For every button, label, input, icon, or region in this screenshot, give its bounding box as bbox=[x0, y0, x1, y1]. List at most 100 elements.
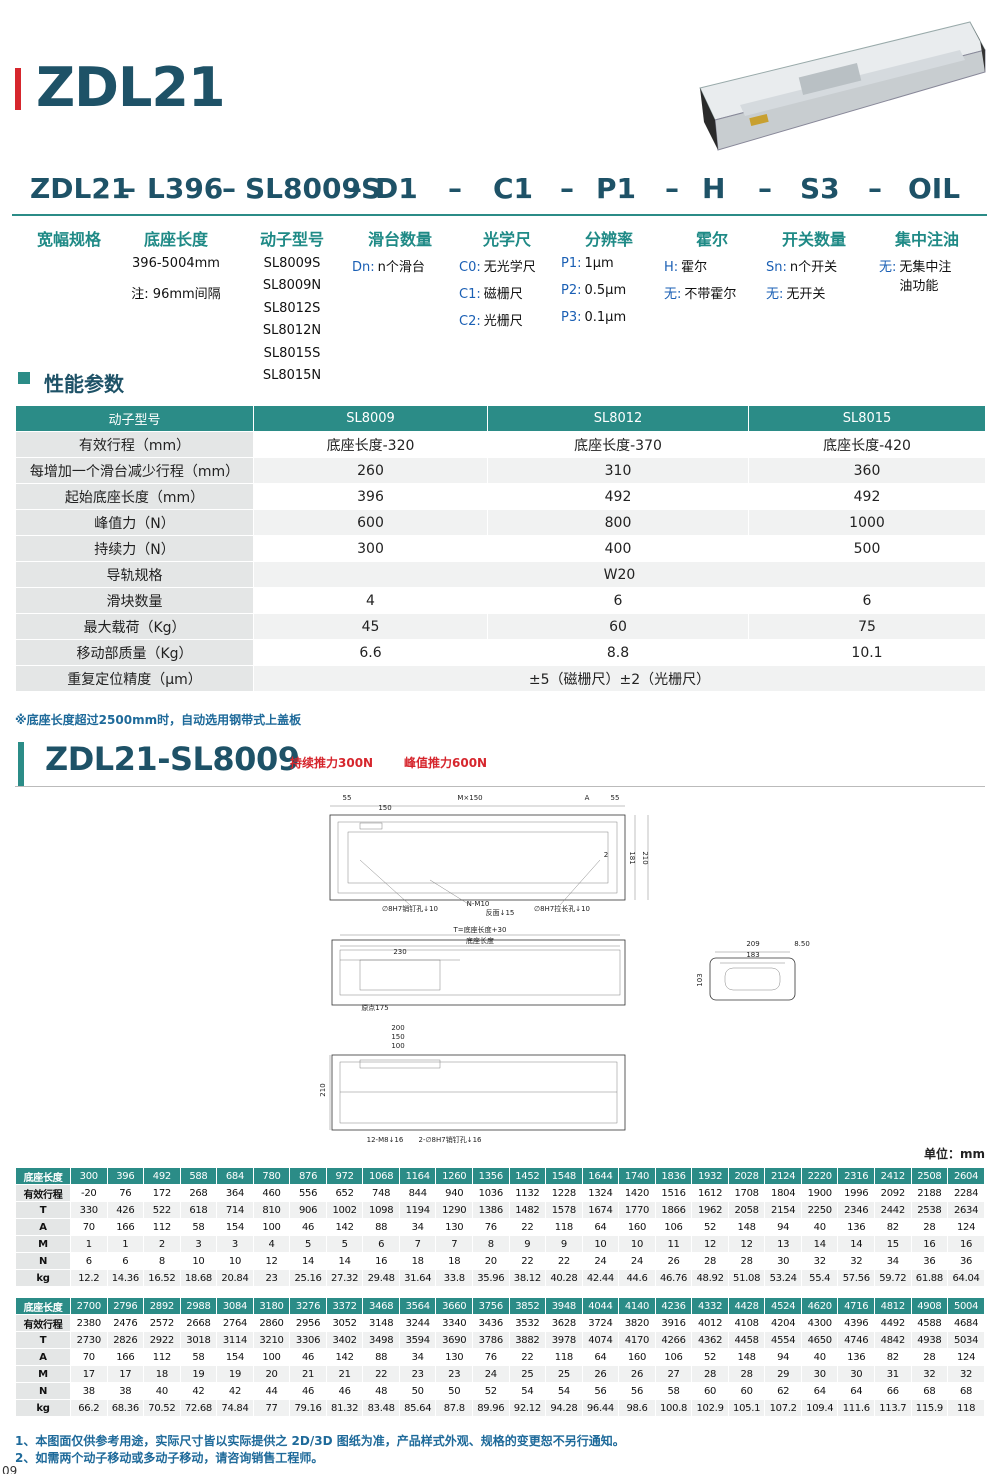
table-cell: 2764 bbox=[216, 1314, 254, 1332]
table-cell: 310 bbox=[487, 457, 749, 484]
option-text: 0.5μm bbox=[584, 283, 627, 298]
table-cell: 72.68 bbox=[179, 1399, 218, 1417]
table-cell: 3018 bbox=[179, 1331, 218, 1349]
option-code: C2: bbox=[459, 314, 481, 329]
peak-force: 峰值推力600N bbox=[404, 756, 488, 770]
row-label: 有效行程（mm） bbox=[15, 431, 254, 458]
table-cell: 10 bbox=[179, 1252, 218, 1270]
table-cell: 22 bbox=[362, 1365, 400, 1383]
table-cell: 6 bbox=[106, 1252, 145, 1270]
option-code: 无: bbox=[879, 260, 897, 275]
table-cell: 130 bbox=[435, 1348, 474, 1366]
table-cell: 4684 bbox=[947, 1314, 985, 1332]
table-cell: 64.04 bbox=[947, 1269, 985, 1287]
table-cell: 3786 bbox=[472, 1331, 510, 1349]
table-cell: 940 bbox=[435, 1184, 474, 1202]
option-item: SL8009S bbox=[263, 256, 321, 271]
table-cell: 89.96 bbox=[472, 1399, 510, 1417]
table-cell: 9 bbox=[545, 1235, 583, 1253]
table-cell: 300 bbox=[253, 535, 488, 562]
table-cell: 4266 bbox=[654, 1331, 693, 1349]
table-cell: 27.32 bbox=[325, 1269, 364, 1287]
divider bbox=[15, 786, 985, 787]
option-column: 开关数量 Sn: n个开关 无: 无开关 bbox=[754, 226, 874, 310]
table-cell: 19 bbox=[179, 1365, 218, 1383]
table-cell: 8.8 bbox=[487, 639, 749, 666]
table-cell: 1962 bbox=[691, 1201, 729, 1219]
dimension-table: 底座长度 2700 2796 2892 2988 3084 3180 3276 3372 3468… bbox=[15, 1297, 985, 1417]
table-row: 最大载荷（Kg） 45 60 75 bbox=[15, 613, 986, 640]
option-item: SL8015N bbox=[262, 367, 322, 383]
table-cell: 83.48 bbox=[362, 1399, 400, 1417]
option-item: SL8012S bbox=[263, 300, 321, 316]
note: ※底座长度超过2500mm时，自动选用钢带式上盖板 bbox=[15, 713, 302, 727]
table-cell: 32 bbox=[837, 1252, 876, 1270]
table-row: 起始底座长度（mm） 396 492 492 bbox=[15, 483, 986, 510]
table-cell: 2124 bbox=[764, 1167, 802, 1185]
table-cell: 268 bbox=[179, 1184, 218, 1202]
table-cell: 4716 bbox=[837, 1297, 876, 1315]
table-cell: 76 bbox=[472, 1218, 510, 1236]
drawing-label: 55 bbox=[611, 794, 620, 802]
option-title: 滑台数量 bbox=[367, 230, 432, 249]
table-cell: 556 bbox=[289, 1184, 327, 1202]
code-part: – bbox=[222, 172, 236, 205]
table-cell: 1740 bbox=[618, 1167, 656, 1185]
table-cell: 28 bbox=[910, 1348, 949, 1366]
table-cell: 19 bbox=[216, 1365, 254, 1383]
table-cell: 154 bbox=[216, 1348, 254, 1366]
table-cell: 154 bbox=[216, 1218, 254, 1236]
table-cell: 46 bbox=[289, 1382, 327, 1400]
table-cell: 92.12 bbox=[508, 1399, 547, 1417]
option-item: Dn: n个滑台 bbox=[340, 256, 460, 283]
table-cell: 14 bbox=[837, 1235, 876, 1253]
table-cell: 3498 bbox=[362, 1331, 400, 1349]
option-text: n个开关 bbox=[789, 260, 838, 275]
option-column: 宽幅规格 bbox=[9, 226, 129, 256]
table-cell: 94.28 bbox=[545, 1399, 583, 1417]
table-cell: 底座长度-420 bbox=[748, 431, 986, 458]
option-title: 底座长度 bbox=[143, 230, 208, 249]
table-cell: W20 bbox=[253, 561, 986, 588]
table-cell: 30 bbox=[837, 1365, 876, 1383]
table-cell: 60 bbox=[487, 613, 749, 640]
code-part: – bbox=[122, 172, 136, 205]
table-row: 峰值力（N） 600 800 1000 bbox=[15, 509, 986, 536]
table-cell: 1516 bbox=[654, 1184, 693, 1202]
table-cell: 260 bbox=[253, 457, 488, 484]
table-cell: 94 bbox=[764, 1348, 802, 1366]
table-cell: 27 bbox=[654, 1365, 693, 1383]
option-text: n个滑台 bbox=[377, 260, 425, 275]
table-cell: 3084 bbox=[216, 1297, 254, 1315]
table-cell: 16 bbox=[947, 1235, 985, 1253]
table-cell: 972 bbox=[325, 1167, 364, 1185]
table-cell: 13 bbox=[764, 1235, 802, 1253]
drawing-label: 反面↓15 bbox=[486, 908, 515, 917]
row-label: kg bbox=[15, 1269, 71, 1287]
table-cell: 44.6 bbox=[618, 1269, 656, 1287]
table-cell: 588 bbox=[179, 1167, 218, 1185]
option-column: 集中注油 无: 无集中注油功能 bbox=[867, 226, 987, 294]
table-cell: 58 bbox=[179, 1218, 218, 1236]
row-label: A bbox=[15, 1218, 71, 1236]
table-cell: 4812 bbox=[874, 1297, 912, 1315]
table-cell: 4108 bbox=[727, 1314, 766, 1332]
table-cell: 4300 bbox=[800, 1314, 839, 1332]
row-label: 有效行程 bbox=[15, 1184, 71, 1202]
table-cell: 28 bbox=[691, 1252, 729, 1270]
table-cell: 68 bbox=[947, 1382, 985, 1400]
table-cell: 38 bbox=[106, 1382, 145, 1400]
table-cell: 2154 bbox=[764, 1201, 802, 1219]
table-cell: 3402 bbox=[325, 1331, 364, 1349]
table-cell: 2892 bbox=[143, 1297, 181, 1315]
option-code: C0: bbox=[459, 260, 481, 275]
table-cell: 172 bbox=[143, 1184, 181, 1202]
table-cell: 2412 bbox=[874, 1167, 912, 1185]
table-cell: 6 bbox=[748, 587, 986, 614]
table-cell: 82 bbox=[874, 1218, 912, 1236]
table-cell: 1452 bbox=[508, 1167, 547, 1185]
table-cell: 68.36 bbox=[106, 1399, 145, 1417]
table-cell: 166 bbox=[106, 1218, 145, 1236]
option-code: C1: bbox=[459, 287, 481, 302]
table-cell: 10 bbox=[216, 1252, 254, 1270]
